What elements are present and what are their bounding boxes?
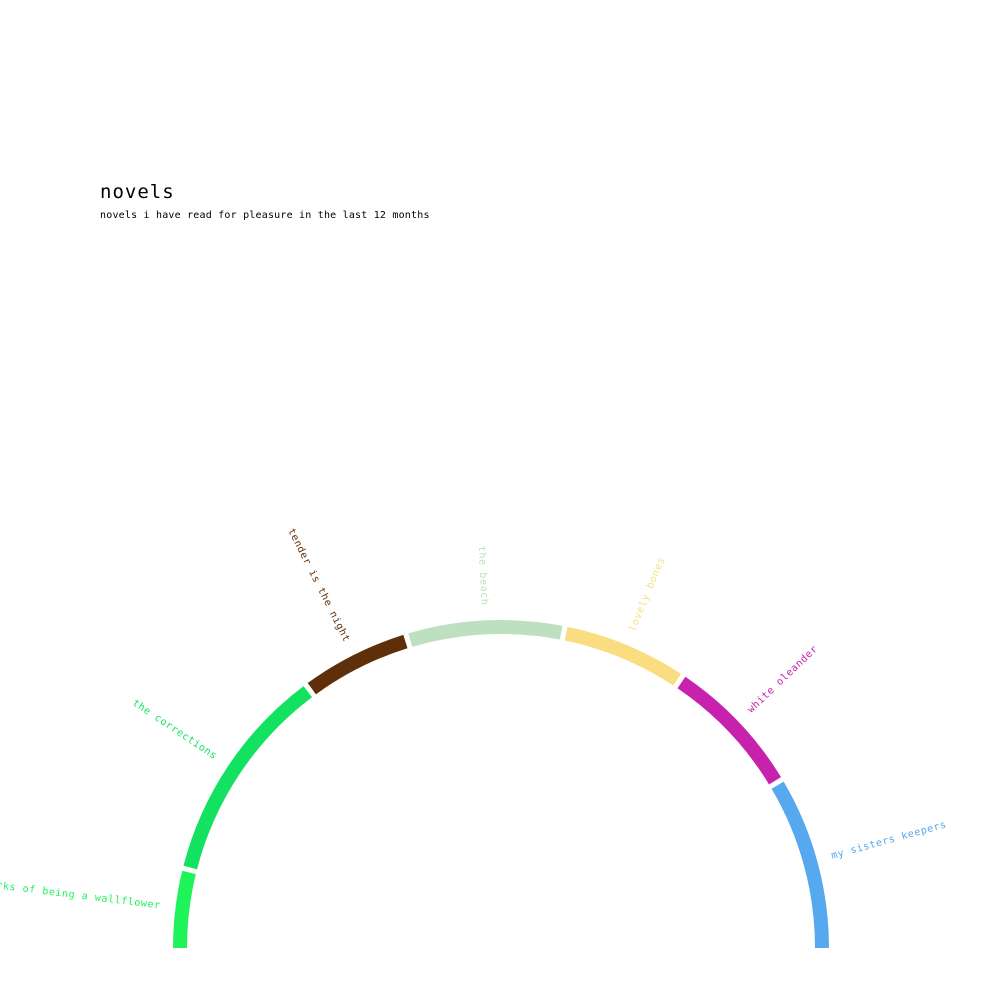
segment-label: tender is the night	[285, 527, 351, 644]
segment-label: perks of being a wallflower	[0, 879, 161, 912]
segment-label: my sisters keepers	[830, 819, 948, 861]
chart-subtitle: novels i have read for pleasure in the l…	[100, 210, 430, 221]
segment-label: white oleander	[746, 644, 821, 716]
segment-label: the beach	[476, 546, 490, 606]
arc-segment	[307, 634, 408, 695]
segment-label: lovely bones	[627, 556, 668, 634]
arc-segment	[564, 626, 682, 686]
arc-segment	[173, 870, 196, 949]
segment-label: the corrections	[130, 698, 219, 762]
arc-segment	[771, 781, 829, 949]
arc-segment	[183, 686, 312, 870]
chart-title: novels	[100, 181, 175, 203]
arc-segment	[408, 620, 563, 647]
arc-segment	[677, 676, 782, 785]
